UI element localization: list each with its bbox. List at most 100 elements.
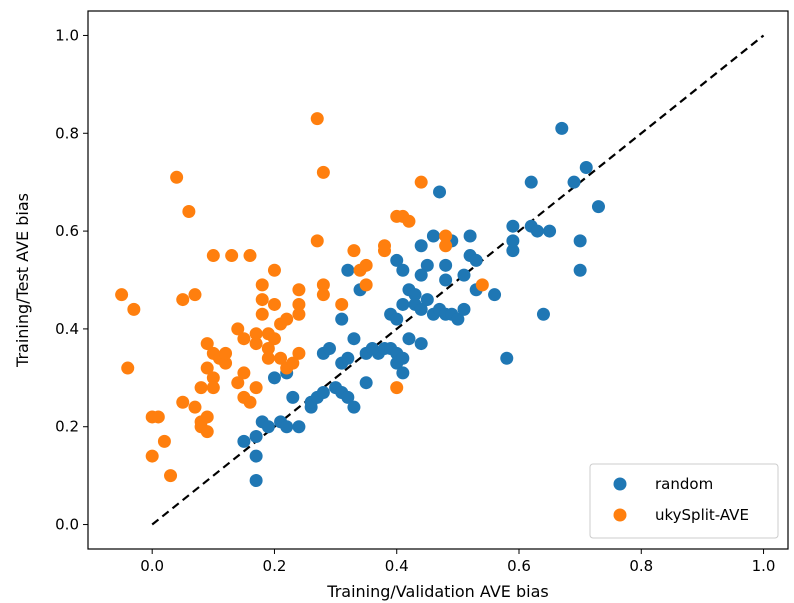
point-random (433, 185, 447, 199)
y-axis-title: Training/Test AVE bias (13, 193, 32, 368)
point-ukysplit-ave (188, 288, 202, 302)
y-tick-label: 0.0 (55, 516, 79, 534)
point-ukysplit-ave (237, 366, 251, 380)
point-ukysplit-ave (335, 297, 349, 311)
point-random (396, 297, 410, 311)
point-ukysplit-ave (157, 434, 171, 448)
x-tick-label: 0.6 (507, 557, 531, 575)
point-random (414, 302, 428, 316)
y-tick-label: 0.4 (55, 320, 79, 338)
point-random (488, 288, 502, 302)
points-layer (115, 112, 605, 488)
point-random (439, 273, 453, 287)
legend-box (589, 463, 779, 539)
point-random (359, 376, 373, 390)
point-random (347, 332, 361, 346)
point-random (249, 449, 263, 463)
point-random (451, 312, 465, 326)
point-ukysplit-ave (267, 332, 281, 346)
point-ukysplit-ave (249, 327, 263, 341)
point-ukysplit-ave (255, 307, 269, 321)
point-random (420, 293, 434, 307)
legend-label-random: random (655, 475, 713, 493)
point-ukysplit-ave (292, 297, 306, 311)
point-ukysplit-ave (219, 346, 233, 360)
point-random (249, 430, 263, 444)
point-ukysplit-ave (164, 469, 178, 483)
point-random (414, 337, 428, 351)
point-ukysplit-ave (439, 229, 453, 243)
point-random (286, 390, 300, 404)
point-random (335, 312, 349, 326)
point-ukysplit-ave (225, 249, 239, 263)
point-random (457, 302, 471, 316)
point-random (506, 234, 520, 248)
point-random (506, 219, 520, 233)
point-random (524, 175, 538, 189)
point-random (396, 263, 410, 277)
point-random (555, 121, 569, 135)
point-random (579, 161, 593, 175)
point-ukysplit-ave (200, 425, 214, 439)
point-ukysplit-ave (267, 263, 281, 277)
point-ukysplit-ave (475, 278, 489, 292)
point-ukysplit-ave (206, 371, 220, 385)
point-random (341, 390, 355, 404)
point-random (249, 474, 263, 488)
x-tick-label: 0.8 (629, 557, 653, 575)
point-ukysplit-ave (414, 175, 428, 189)
point-random (341, 351, 355, 365)
point-random (261, 420, 275, 434)
point-random (396, 351, 410, 365)
point-random (390, 253, 404, 267)
point-ukysplit-ave (170, 170, 184, 184)
point-random (237, 434, 251, 448)
point-random (341, 263, 355, 277)
point-random (573, 234, 587, 248)
x-tick-label: 0.0 (140, 557, 164, 575)
point-random (573, 263, 587, 277)
point-ukysplit-ave (261, 351, 275, 365)
point-random (420, 258, 434, 272)
point-ukysplit-ave (200, 337, 214, 351)
point-ukysplit-ave (390, 381, 404, 395)
point-ukysplit-ave (121, 361, 135, 375)
point-ukysplit-ave (274, 351, 288, 365)
point-random (316, 385, 330, 399)
y-axis: 0.0 0.2 0.4 0.6 0.8 1.0 (55, 26, 88, 534)
y-tick-label: 0.8 (55, 124, 79, 142)
point-random (280, 420, 294, 434)
point-ukysplit-ave (188, 400, 202, 414)
point-random (543, 224, 557, 238)
point-ukysplit-ave (280, 312, 294, 326)
y-tick-label: 0.2 (55, 418, 79, 436)
point-random (292, 420, 306, 434)
legend: random ukySplit-AVE (589, 463, 779, 539)
point-ukysplit-ave (231, 376, 245, 390)
point-random (567, 175, 581, 189)
point-ukysplit-ave (151, 410, 165, 424)
plot-area (87, 10, 789, 550)
point-ukysplit-ave (249, 381, 263, 395)
point-random (322, 341, 336, 355)
point-random (463, 229, 477, 243)
legend-marker-ukysplit-ave (613, 508, 627, 522)
point-random (396, 366, 410, 380)
point-ukysplit-ave (316, 288, 330, 302)
y-tick-label: 0.6 (55, 222, 79, 240)
legend-marker-random (613, 477, 627, 491)
point-ukysplit-ave (286, 356, 300, 370)
point-random (530, 224, 544, 238)
point-ukysplit-ave (194, 381, 208, 395)
point-ukysplit-ave (237, 332, 251, 346)
point-random (347, 400, 361, 414)
legend-label-ukysplit-ave: ukySplit-AVE (655, 506, 749, 524)
diagonal-reference-line (151, 34, 765, 526)
point-ukysplit-ave (206, 381, 220, 395)
point-random (439, 258, 453, 272)
point-ukysplit-ave (176, 395, 190, 409)
point-ukysplit-ave (115, 288, 129, 302)
point-ukysplit-ave (255, 278, 269, 292)
point-ukysplit-ave (310, 112, 324, 126)
